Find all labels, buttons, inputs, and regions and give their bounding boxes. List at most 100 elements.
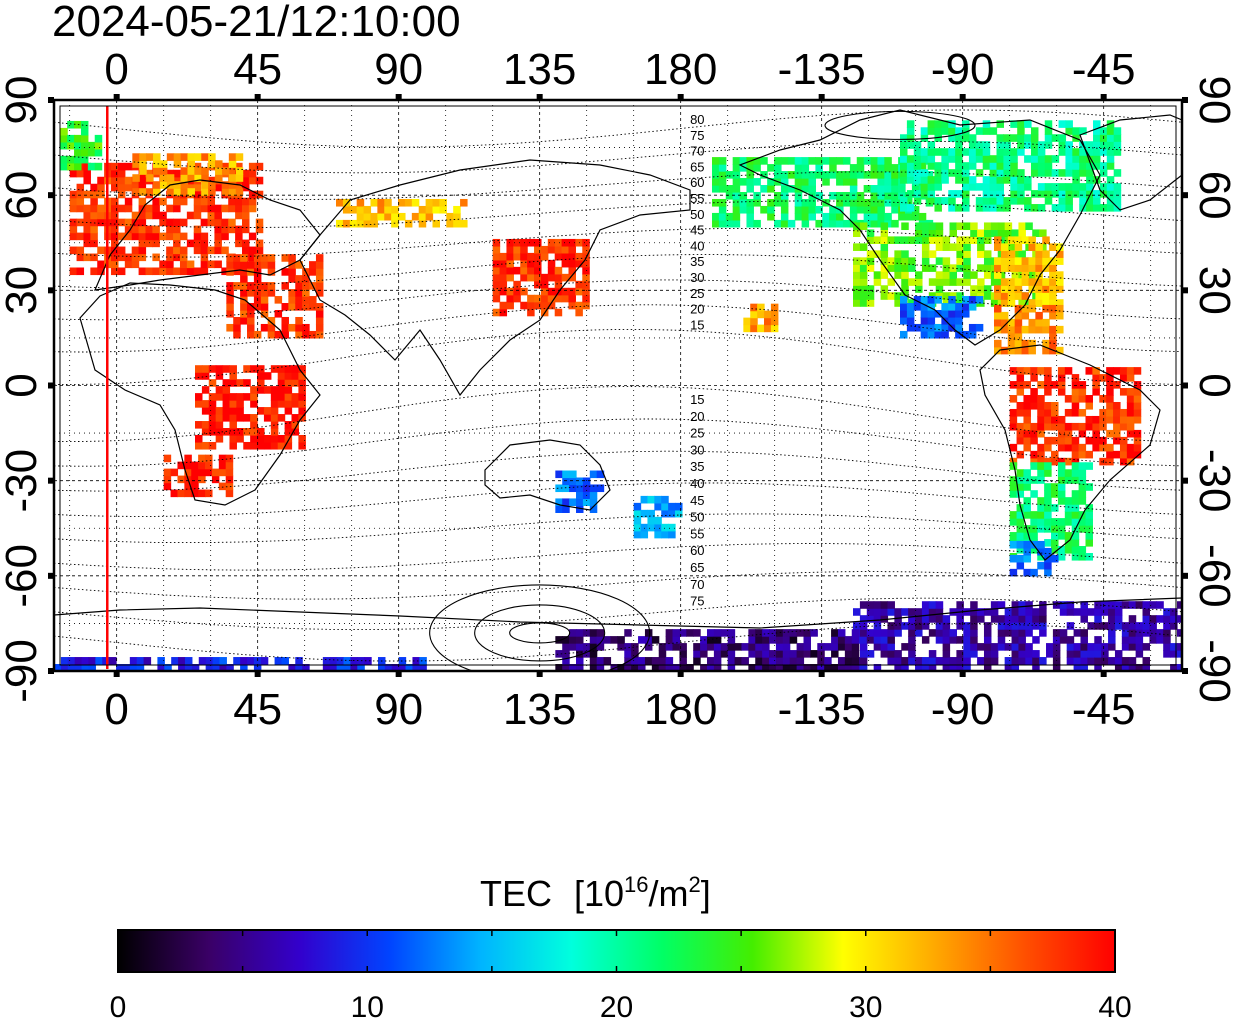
tec-cell — [920, 296, 929, 304]
tec-cell — [941, 127, 949, 135]
tec-cell — [1101, 643, 1109, 651]
tec-cell — [913, 176, 922, 184]
tec-cell — [962, 310, 970, 318]
tec-cell — [757, 310, 765, 319]
y-tick-left — [48, 97, 54, 103]
tec-cell — [159, 267, 167, 276]
tec-cell — [419, 664, 427, 671]
tec-cell — [131, 225, 140, 234]
tec-cell — [983, 608, 992, 616]
tec-cell — [555, 664, 563, 671]
tec-cell — [915, 664, 923, 671]
tec-cell — [956, 243, 964, 251]
contour-line — [54, 140, 1182, 174]
tec-cell — [1030, 546, 1038, 554]
tec-cell — [1052, 664, 1061, 671]
tec-cell — [257, 372, 265, 380]
tec-cell — [610, 664, 618, 671]
tec-cell — [1079, 197, 1087, 205]
tec-cell — [796, 650, 805, 658]
tec-cell — [1044, 436, 1052, 445]
tec-cell — [247, 261, 255, 269]
tec-cell — [97, 204, 105, 213]
tec-cell — [983, 236, 992, 244]
tec-cell — [205, 664, 214, 671]
tec-cell — [309, 330, 317, 339]
tec-cell — [1113, 148, 1122, 156]
x-tick-label-bottom: 0 — [104, 685, 128, 734]
tec-cell — [706, 629, 715, 637]
tec-cell — [732, 205, 741, 214]
tec-cell — [131, 183, 140, 192]
tec-cell — [1099, 162, 1108, 170]
tec-cell — [1059, 601, 1068, 609]
tec-cell — [1126, 450, 1135, 459]
tec-cell — [1044, 374, 1052, 382]
tec-cell — [624, 643, 632, 651]
tec-cell — [1065, 120, 1073, 128]
tec-cell — [201, 441, 210, 450]
tec-cell — [240, 275, 248, 283]
tec-cell — [789, 650, 798, 658]
tec-cell — [894, 650, 902, 658]
tec-cell — [1035, 250, 1043, 258]
tec-cell — [1030, 568, 1038, 577]
tec-cell — [1014, 346, 1023, 355]
tec-cell — [363, 212, 372, 221]
tec-cell — [117, 253, 126, 262]
tec-cell — [1030, 169, 1039, 177]
tec-cell — [801, 219, 810, 228]
tec-cell — [654, 502, 662, 511]
tec-cell — [844, 643, 853, 651]
tec-cell — [1051, 525, 1059, 533]
tec-cell — [928, 278, 937, 286]
tec-cell — [575, 287, 583, 296]
tec-cell — [748, 650, 756, 658]
tec-cell — [1009, 476, 1018, 484]
tec-cell — [934, 296, 942, 304]
tec-cell — [124, 204, 133, 213]
tec-cell — [1051, 183, 1060, 191]
tec-cell — [915, 271, 923, 279]
tec-cell — [228, 160, 237, 168]
tec-cell — [1052, 650, 1061, 658]
tec-cell — [1056, 257, 1064, 265]
tec-cell — [159, 174, 168, 182]
tec-cell — [1093, 141, 1101, 149]
tec-cell — [822, 171, 830, 179]
tec-cell — [1017, 148, 1025, 156]
tec-cell — [298, 407, 306, 415]
tec-cell — [1170, 664, 1178, 671]
tec-cell — [956, 222, 964, 231]
tec-cell — [1058, 204, 1067, 212]
tec-cell — [718, 171, 727, 179]
tec-cell — [547, 294, 556, 303]
tec-cell — [712, 157, 720, 165]
tec-cell — [439, 205, 447, 214]
tec-cell — [928, 608, 937, 616]
tec-cell — [540, 273, 549, 282]
tec-cell — [956, 250, 964, 258]
tec-cell — [1017, 134, 1025, 142]
tec-cell — [201, 181, 209, 189]
x-tick-bottom — [395, 671, 402, 677]
contour-line — [54, 254, 1182, 289]
tec-cell — [1085, 539, 1093, 547]
tec-cell — [1023, 401, 1031, 410]
tec-patch-south-america-north — [1009, 367, 1142, 466]
tec-cell — [1085, 504, 1093, 512]
tec-cell — [870, 185, 879, 193]
tec-cell — [712, 185, 720, 193]
tec-cell — [1080, 601, 1088, 609]
tec-cell — [780, 178, 789, 186]
tec-cell — [90, 183, 98, 192]
tec-cell — [248, 169, 257, 178]
tec-cell — [1007, 299, 1016, 307]
tec-cell — [111, 218, 119, 227]
tec-cell — [159, 181, 168, 189]
tec-cell — [822, 178, 830, 186]
tec-cell — [218, 482, 227, 491]
tec-cell — [877, 171, 885, 179]
tec-cell — [248, 197, 257, 206]
tec-cell — [200, 204, 209, 213]
